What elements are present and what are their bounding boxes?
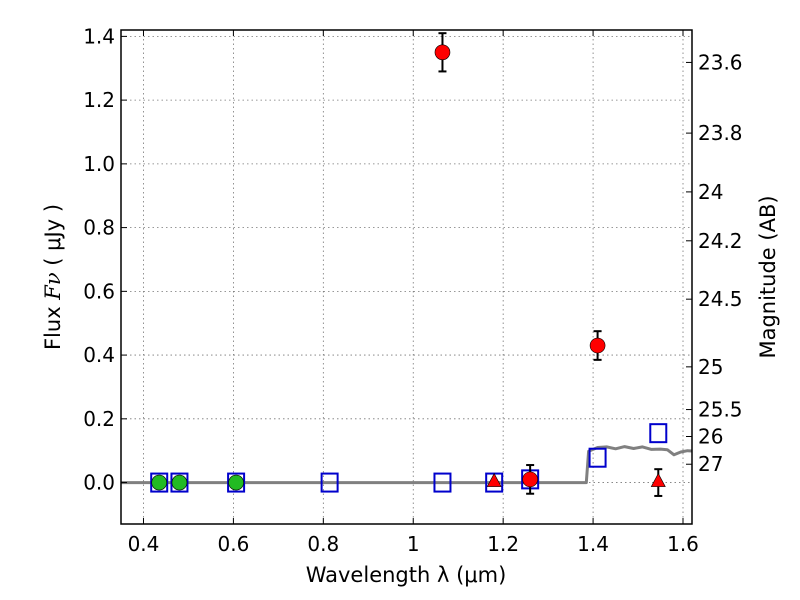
model-band-square <box>649 423 668 444</box>
y-tick-label: 0.8 <box>83 216 115 240</box>
magnitude-tick-label: 24.5 <box>698 287 743 311</box>
y-tick-label: 0.0 <box>83 471 115 495</box>
x-tick-label: 0.6 <box>217 532 249 556</box>
magnitude-tick-label: 25 <box>698 355 723 379</box>
plot-frame <box>120 29 693 525</box>
y-tick-label: 1.2 <box>83 88 115 112</box>
y-tick-label: 0.4 <box>83 343 115 367</box>
axis-ticks: 0.4 0.6 0.8 1 1.2 1.4 1.6 0.0 0.2 0.4 0.6 0.8 1.0 1.2… <box>83 24 742 556</box>
flux-point <box>434 44 451 61</box>
x-tick-label: 1.6 <box>667 532 699 556</box>
upper-limit-triangle <box>650 472 666 487</box>
flux-point <box>228 474 244 491</box>
y-tick-label: 1.4 <box>83 24 115 48</box>
model-band-square <box>433 472 452 493</box>
x-tick-label: 0.8 <box>307 532 339 556</box>
magnitude-tick-label: 25.5 <box>698 398 743 422</box>
y-tick-label: 1.0 <box>83 152 115 176</box>
flux-point <box>589 337 606 354</box>
x-tick-label: 1.4 <box>577 532 609 556</box>
flux-point <box>171 474 188 491</box>
magnitude-tick-label: 24.2 <box>698 229 743 253</box>
magnitude-tick-label: 23.6 <box>698 50 743 74</box>
model-band-square <box>150 472 169 493</box>
y-tick-label: 0.6 <box>83 279 115 303</box>
model-band-square <box>588 447 607 468</box>
x-axis-title: Wavelength λ (μm) <box>306 563 507 587</box>
flux-point <box>151 474 168 491</box>
plot-area <box>121 32 693 497</box>
upper-limit-triangle <box>486 472 502 487</box>
y-axis-title: Flux Fν ( μJy ) <box>41 204 65 350</box>
model-band-square <box>320 472 339 493</box>
model-band-square <box>170 472 189 493</box>
magnitude-tick-label: 24 <box>698 180 723 204</box>
magnitude-tick-label: 27 <box>698 452 723 476</box>
magnitude-tick-label: 26 <box>698 425 723 449</box>
y-tick-label: 0.2 <box>83 407 115 431</box>
flux-point <box>522 471 538 488</box>
magnitude-tick-label: 23.8 <box>698 121 743 145</box>
x-tick-label: 0.4 <box>128 532 160 556</box>
x-tick-label: 1.2 <box>487 532 519 556</box>
magnitude-axis-title: Magnitude (AB) <box>756 195 780 358</box>
x-tick-label: 1 <box>407 532 420 556</box>
model-band-square <box>227 472 246 493</box>
